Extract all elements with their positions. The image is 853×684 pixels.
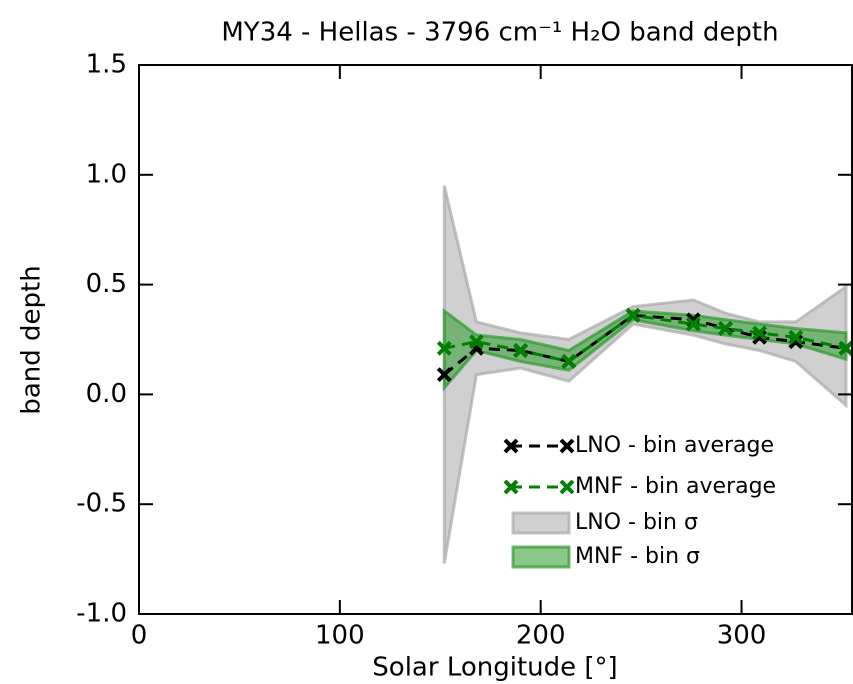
y-tick-label: 1.5 bbox=[86, 50, 127, 80]
x-axis-label: Solar Longitude [°] bbox=[372, 653, 617, 683]
marker bbox=[469, 334, 484, 350]
marker bbox=[788, 329, 804, 345]
y-tick-label: -0.5 bbox=[76, 489, 127, 519]
sigma-band bbox=[442, 185, 848, 564]
marker bbox=[718, 321, 733, 336]
x-tick-label: 100 bbox=[315, 621, 365, 651]
average-line bbox=[443, 313, 847, 364]
marker bbox=[561, 354, 577, 369]
marker bbox=[752, 325, 768, 341]
legend-marker bbox=[559, 438, 575, 454]
marker bbox=[513, 343, 529, 358]
marker bbox=[436, 367, 452, 383]
x-tick-label: 200 bbox=[516, 621, 566, 651]
y-tick-label: 0.0 bbox=[86, 379, 127, 409]
y-tick-label: 1.0 bbox=[86, 159, 127, 189]
marker bbox=[838, 340, 853, 356]
marker bbox=[436, 340, 452, 356]
x-tick-label: 0 bbox=[131, 621, 148, 651]
y-axis-label: band depth bbox=[17, 265, 47, 414]
legend-marker bbox=[503, 438, 519, 454]
marker bbox=[625, 307, 641, 323]
legend-label: LNO - bin σ bbox=[575, 510, 698, 535]
legend-marker bbox=[559, 479, 575, 495]
legend-label: MNF - bin σ bbox=[575, 544, 700, 569]
average-line bbox=[443, 313, 847, 376]
legend-swatch bbox=[511, 545, 571, 569]
legend-label: LNO - bin average bbox=[575, 433, 774, 458]
legend-label: MNF - bin average bbox=[575, 474, 776, 499]
sigma-band bbox=[442, 307, 848, 392]
chart-title: MY34 - Hellas - 3796 cm⁻¹ H₂O band depth bbox=[221, 18, 778, 48]
y-tick-label: 0.5 bbox=[86, 269, 127, 299]
legend-swatch bbox=[511, 511, 571, 535]
plot-frame bbox=[138, 64, 853, 615]
y-tick-label: -1.0 bbox=[76, 599, 127, 629]
marker bbox=[685, 316, 701, 332]
x-tick-label: 300 bbox=[717, 621, 767, 651]
legend-marker bbox=[503, 479, 519, 495]
